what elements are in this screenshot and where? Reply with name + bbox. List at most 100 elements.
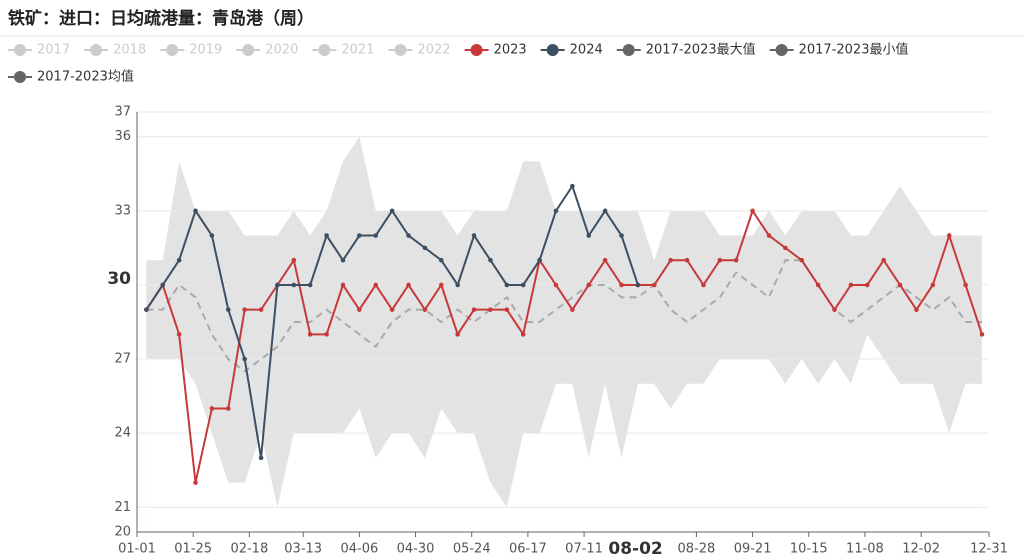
- legend-item[interactable]: 2020: [236, 43, 298, 58]
- point: [258, 307, 264, 312]
- series-line: [145, 208, 983, 483]
- x-tick-label: 10-15: [790, 542, 828, 557]
- legend-marker: [90, 44, 103, 56]
- y-tick-label: 33: [114, 203, 131, 218]
- legend-item[interactable]: 2019: [160, 43, 222, 58]
- point: [930, 282, 936, 288]
- x-tick-label: 04-06: [340, 542, 378, 557]
- x-tick-label: 12-02: [902, 542, 940, 557]
- point: [619, 233, 624, 238]
- point: [979, 332, 985, 337]
- point: [357, 233, 362, 238]
- point: [586, 282, 592, 288]
- point: [438, 282, 444, 288]
- point: [176, 332, 182, 337]
- point: [881, 257, 886, 263]
- x-tick-label: 12-31: [970, 542, 1008, 557]
- legend-label: 2017-2023均值: [37, 69, 134, 85]
- y-tick-label: 27: [114, 352, 131, 367]
- point: [848, 282, 854, 288]
- point: [225, 406, 231, 411]
- point: [799, 257, 805, 263]
- point: [471, 307, 477, 312]
- point: [946, 233, 952, 238]
- point: [144, 307, 149, 312]
- y-tick-label: 21: [114, 500, 131, 515]
- point: [455, 282, 460, 288]
- x-tick-label: 04-30: [397, 542, 435, 557]
- point: [668, 257, 673, 263]
- point: [242, 307, 247, 312]
- point: [340, 282, 346, 288]
- legend-marker: [622, 44, 635, 56]
- pointer-y-label: 30: [107, 269, 131, 289]
- legend-item[interactable]: 2021: [312, 43, 374, 58]
- legend-marker: [546, 44, 559, 56]
- x-tick-label: 06-17: [509, 542, 547, 557]
- legend-label: 2017-2023最大值: [646, 42, 756, 58]
- legend-item[interactable]: 2017: [8, 43, 70, 58]
- legend-marker: [775, 44, 788, 56]
- point: [422, 307, 428, 312]
- point: [389, 208, 395, 214]
- x-tick-label: 03-13: [284, 542, 322, 557]
- point: [520, 282, 526, 288]
- point: [209, 233, 215, 238]
- legend-label: 2017-2023最小值: [799, 42, 909, 58]
- point: [193, 480, 198, 485]
- point: [586, 233, 592, 238]
- point: [406, 233, 411, 238]
- point: [570, 183, 575, 189]
- legend-item[interactable]: 2017-2023最小值: [769, 42, 909, 58]
- point: [357, 307, 362, 312]
- x-tick-label: 01-25: [174, 542, 212, 557]
- point: [242, 356, 247, 362]
- y-tick-label: 24: [114, 426, 131, 441]
- point: [553, 282, 559, 288]
- x-tick-label: 05-24: [453, 542, 491, 557]
- point: [520, 332, 526, 337]
- point: [291, 257, 297, 263]
- legend-label: 2023: [494, 43, 527, 58]
- pointer-bg: [105, 274, 135, 295]
- point: [504, 307, 510, 312]
- pointer-bg: [607, 538, 664, 559]
- point: [717, 257, 723, 263]
- legend-label: 2019: [189, 43, 222, 58]
- x-tick-label: 07-11: [565, 542, 603, 557]
- point: [340, 257, 346, 263]
- legend-marker: [394, 44, 407, 56]
- x-tick-label: 09-21: [734, 542, 772, 557]
- point: [275, 282, 280, 288]
- legend-label: 2022: [417, 43, 450, 58]
- point: [570, 307, 575, 312]
- point: [373, 233, 379, 238]
- point: [422, 245, 428, 251]
- pointer-x-label: 08-02: [608, 539, 662, 559]
- point: [324, 332, 329, 337]
- point: [438, 257, 444, 263]
- legend-item[interactable]: 2022: [388, 43, 451, 58]
- legend-marker: [14, 44, 26, 56]
- point: [389, 307, 395, 312]
- legend-item[interactable]: 2017-2023均值: [8, 69, 134, 85]
- y-tick-label: 36: [114, 129, 131, 144]
- legend-item[interactable]: 2017-2023最大值: [616, 42, 756, 58]
- x-tick-label: 02-18: [230, 542, 268, 557]
- x-tick-label: 01-01: [118, 542, 156, 557]
- point: [209, 406, 215, 411]
- legend-item[interactable]: 2018: [84, 43, 146, 58]
- point: [176, 257, 182, 263]
- point: [537, 257, 542, 263]
- point: [504, 282, 510, 288]
- legend-marker: [470, 44, 483, 56]
- legend-marker: [242, 44, 255, 56]
- x-tick-label: 11-08: [846, 542, 884, 557]
- legend-item[interactable]: 2024: [540, 43, 603, 58]
- point: [914, 307, 919, 312]
- legend-label: 2020: [265, 43, 298, 58]
- point: [733, 257, 739, 263]
- legend-marker: [166, 44, 179, 56]
- legend-item[interactable]: 2023: [464, 43, 527, 58]
- point: [684, 257, 690, 263]
